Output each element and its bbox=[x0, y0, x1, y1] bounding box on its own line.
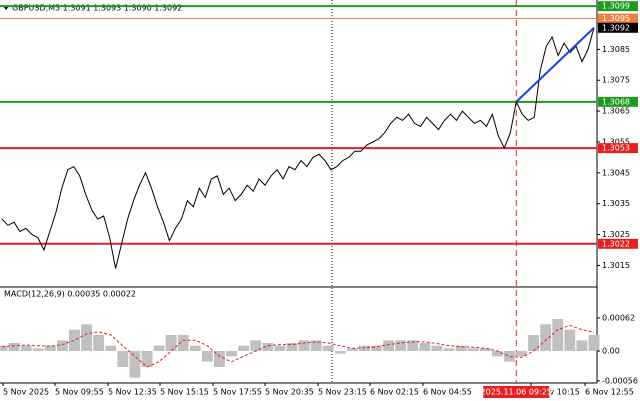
macd-bar bbox=[20, 345, 32, 351]
macd-bar bbox=[177, 335, 189, 351]
macd-bar bbox=[56, 340, 68, 351]
macd-bar bbox=[44, 345, 56, 351]
macd-title: MACD(12,26,9) 0.00035 0.00022 bbox=[4, 290, 136, 299]
x-tick-label: 5 Nov 09:55 bbox=[55, 388, 104, 397]
macd-bar bbox=[322, 345, 334, 351]
level-label-box bbox=[598, 1, 638, 12]
macd-bar bbox=[129, 351, 141, 378]
x-tick-label: 5 Nov 23:15 bbox=[318, 388, 367, 397]
level-label: 1.3053 bbox=[602, 144, 630, 153]
y-tick-label: 1.3055 bbox=[602, 137, 630, 146]
macd-bar bbox=[346, 348, 358, 351]
macd-bar bbox=[540, 324, 552, 351]
macd-bar bbox=[455, 345, 467, 351]
macd-bar bbox=[383, 340, 395, 351]
y-tick-label: 1.3035 bbox=[602, 199, 630, 208]
trend-line bbox=[515, 27, 595, 103]
macd-bar bbox=[407, 340, 419, 351]
y-tick-label: 1.3025 bbox=[602, 230, 630, 239]
chart-title: GBPUSD,M5 1.3091 1.3093 1.3090 1.3092 bbox=[12, 4, 182, 13]
x-tick-label: 5 Nov 20:35 bbox=[265, 388, 314, 397]
macd-bar bbox=[395, 340, 407, 351]
price-line bbox=[1, 27, 595, 269]
macd-bar bbox=[516, 351, 527, 357]
level-label: 1.3095 bbox=[602, 14, 630, 23]
macd-bar bbox=[0, 345, 8, 351]
macd-bar bbox=[201, 351, 213, 362]
macd-bar bbox=[576, 340, 588, 351]
last-price-box bbox=[598, 22, 638, 33]
level-label-box bbox=[598, 143, 638, 154]
y-tick-label: 1.3045 bbox=[602, 168, 630, 177]
last-price-label: 1.3092 bbox=[602, 23, 630, 32]
macd-bar bbox=[189, 345, 201, 351]
macd-bar bbox=[250, 340, 262, 351]
macd-bar bbox=[81, 324, 93, 351]
macd-bar bbox=[431, 345, 443, 351]
macd-bar bbox=[564, 329, 576, 351]
x-tick-label: 5 Nov 17:55 bbox=[213, 388, 262, 397]
macd-bar bbox=[503, 351, 515, 362]
x-tick-label: 6 Nov 04:55 bbox=[423, 388, 472, 397]
macd-bar bbox=[165, 335, 177, 351]
y-tick-label: 1.3075 bbox=[602, 76, 630, 85]
macd-bar bbox=[310, 340, 322, 351]
x-tick-label: 6 Nov 10:15 bbox=[531, 388, 580, 397]
macd-y-tick-label: 0.00 bbox=[602, 347, 620, 356]
macd-bar bbox=[153, 345, 165, 351]
macd-bar bbox=[8, 343, 20, 351]
level-label-box bbox=[598, 96, 638, 107]
macd-bar bbox=[419, 343, 431, 351]
macd-bar bbox=[105, 345, 117, 351]
macd-bar bbox=[491, 351, 503, 357]
x-tick-label: 6 Nov 02:15 bbox=[370, 388, 419, 397]
macd-signal bbox=[1, 324, 595, 368]
level-label-box bbox=[598, 13, 638, 24]
y-tick-label: 1.3065 bbox=[602, 107, 630, 116]
macd-bar bbox=[359, 345, 370, 351]
macd-bar bbox=[274, 345, 286, 351]
macd-bar bbox=[286, 343, 298, 351]
macd-bar bbox=[141, 351, 153, 367]
macd-bar bbox=[262, 343, 274, 351]
x-tick-label: 6 Nov 12:55 bbox=[585, 388, 634, 397]
y-tick-label: 1.3085 bbox=[602, 45, 630, 54]
macd-bar bbox=[214, 351, 225, 367]
macd-bar bbox=[93, 335, 105, 351]
macd-bar bbox=[69, 329, 80, 351]
macd-bar bbox=[443, 348, 455, 351]
y-tick-label: 1.3015 bbox=[602, 261, 630, 270]
macd-bar bbox=[371, 345, 382, 351]
macd-y-tick-label: -0.00056 bbox=[602, 376, 638, 385]
level-label-box bbox=[598, 238, 638, 249]
level-label: 1.3068 bbox=[602, 97, 630, 106]
macd-bar bbox=[552, 319, 564, 351]
macd-bar bbox=[588, 335, 600, 351]
cursor-time-label: 2025.11.06 09:25 bbox=[481, 388, 552, 397]
macd-bar bbox=[467, 348, 479, 351]
macd-bar bbox=[32, 348, 44, 351]
macd-y-tick-label: 0.00062 bbox=[602, 313, 635, 322]
level-label: 1.3022 bbox=[602, 239, 630, 248]
macd-bar bbox=[479, 348, 491, 351]
x-tick-label: 5 Nov 15:15 bbox=[160, 388, 209, 397]
macd-bar bbox=[226, 351, 237, 357]
macd-bar bbox=[117, 351, 129, 367]
macd-bar bbox=[298, 340, 310, 351]
level-label: 1.3099 bbox=[602, 2, 630, 11]
x-tick-label: 5 Nov 12:35 bbox=[108, 388, 157, 397]
macd-bar bbox=[528, 335, 540, 351]
x-tick-label: 5 Nov 2025 bbox=[3, 388, 49, 397]
macd-bar bbox=[334, 351, 346, 354]
macd-bar bbox=[238, 345, 250, 351]
cursor-time-box bbox=[483, 386, 550, 398]
